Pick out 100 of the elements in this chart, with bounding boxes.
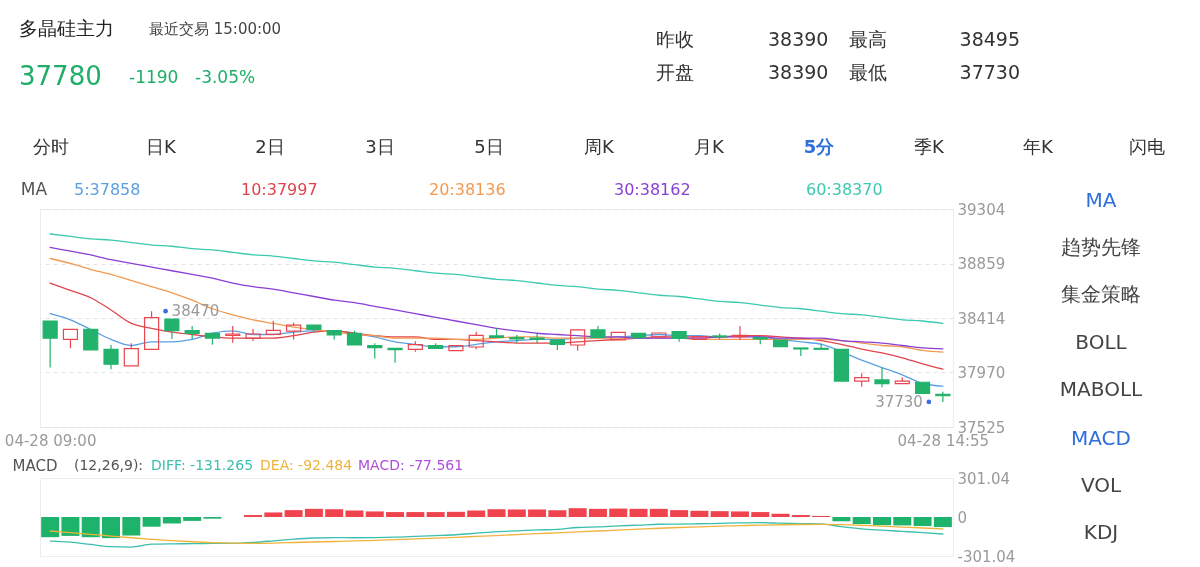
- text: MABOLL: [1059, 377, 1144, 401]
- text: 60:38370: [806, 180, 883, 199]
- candlestick: [691, 336, 707, 340]
- text: 分时: [33, 136, 69, 157]
- candlestick: [245, 328, 261, 342]
- y-tick-label: 38414: [957, 309, 1006, 328]
- candlestick: [306, 324, 322, 333]
- text: 月K: [694, 136, 726, 157]
- bar: [284, 510, 303, 517]
- y-tick-label: 301.04: [957, 469, 1010, 488]
- bar: [649, 508, 668, 517]
- y-tick-label: 0: [957, 508, 968, 527]
- bar: [670, 510, 689, 517]
- bar: [41, 517, 60, 538]
- bar: [568, 508, 587, 517]
- bar: [446, 511, 465, 517]
- text: 5分: [803, 136, 836, 157]
- text: 20:38136: [429, 180, 506, 199]
- candlestick: [772, 339, 789, 348]
- text: 最低: [849, 61, 887, 83]
- legend-title: MA: [20, 179, 48, 199]
- y-tick-label: 39304: [957, 200, 1006, 219]
- bar: [832, 517, 851, 522]
- text: KDJ: [1083, 520, 1119, 544]
- bar: [893, 517, 912, 526]
- text: MACD: [1071, 426, 1131, 450]
- text: MACD: -77.561: [358, 457, 464, 473]
- y-tick-label: -301.04: [957, 547, 1016, 566]
- bar: [142, 517, 161, 527]
- bar: [264, 512, 283, 517]
- bar: [548, 510, 567, 517]
- candlestick: [813, 342, 829, 350]
- bar: [81, 517, 100, 538]
- text: 5:37858: [74, 180, 141, 199]
- bar: [487, 509, 506, 517]
- candlestick: [164, 318, 180, 340]
- bar: [588, 508, 607, 517]
- candlestick: [103, 344, 119, 370]
- text: BOLL: [1075, 330, 1128, 354]
- candlestick: [732, 325, 748, 341]
- bar: [426, 512, 445, 517]
- text: VOL: [1080, 473, 1122, 497]
- bar: [913, 517, 932, 527]
- bar: [872, 517, 891, 526]
- text: 37780: [19, 61, 102, 91]
- candlestick: [529, 333, 545, 344]
- text: MA: [1085, 188, 1117, 212]
- text: DIFF: -131.265: [151, 457, 254, 473]
- text: 10:37997: [241, 180, 318, 199]
- text: 38390: [768, 28, 829, 50]
- candlestick: [651, 332, 667, 338]
- text: 开盘: [656, 61, 694, 83]
- text: 集金策略: [1061, 282, 1141, 306]
- candlestick: [42, 320, 58, 369]
- bar: [467, 510, 486, 517]
- bar: [162, 517, 181, 524]
- text: 38390: [768, 61, 829, 83]
- bar: [304, 508, 323, 517]
- bar: [406, 512, 425, 517]
- text: DEA: -92.484: [260, 457, 353, 473]
- text: 趋势先锋: [1061, 235, 1141, 259]
- text: 38495: [959, 28, 1020, 50]
- bar: [507, 509, 526, 517]
- bar: [345, 510, 364, 517]
- text: 多晶硅主力: [19, 17, 114, 39]
- text: 3日: [365, 136, 395, 157]
- annotation: 37730: [875, 392, 923, 411]
- bar: [122, 517, 141, 536]
- bar: [933, 517, 952, 528]
- bar: [751, 512, 770, 517]
- candlestick: [610, 331, 626, 341]
- y-tick-label: 38859: [957, 255, 1006, 274]
- bar: [183, 517, 202, 521]
- text: 37730: [959, 61, 1020, 83]
- candlestick: [83, 328, 99, 351]
- text: 季K: [914, 136, 946, 157]
- text: -3.05%: [195, 67, 256, 87]
- bar: [852, 517, 871, 525]
- text: 年K: [1023, 136, 1055, 157]
- bar: [609, 508, 628, 517]
- legend-title: MACD: [12, 457, 58, 475]
- candlestick: [448, 345, 464, 352]
- text: 最近交易 15:00:00: [149, 20, 282, 38]
- bar: [730, 511, 749, 517]
- bar: [710, 511, 729, 517]
- bar: [365, 511, 384, 517]
- y-tick-label: 37970: [957, 363, 1006, 382]
- candlestick: [833, 348, 850, 382]
- candlestick: [630, 332, 647, 339]
- text: 30:38162: [614, 180, 691, 199]
- text: 最高: [849, 28, 887, 50]
- text: 5日: [474, 136, 504, 157]
- text: -1190: [129, 67, 179, 87]
- bar: [325, 509, 344, 517]
- bar: [386, 512, 405, 517]
- text: (12,26,9):: [74, 457, 144, 473]
- line-series: [49, 233, 944, 325]
- bar: [690, 510, 709, 517]
- bar: [102, 517, 121, 539]
- bar: [61, 517, 80, 536]
